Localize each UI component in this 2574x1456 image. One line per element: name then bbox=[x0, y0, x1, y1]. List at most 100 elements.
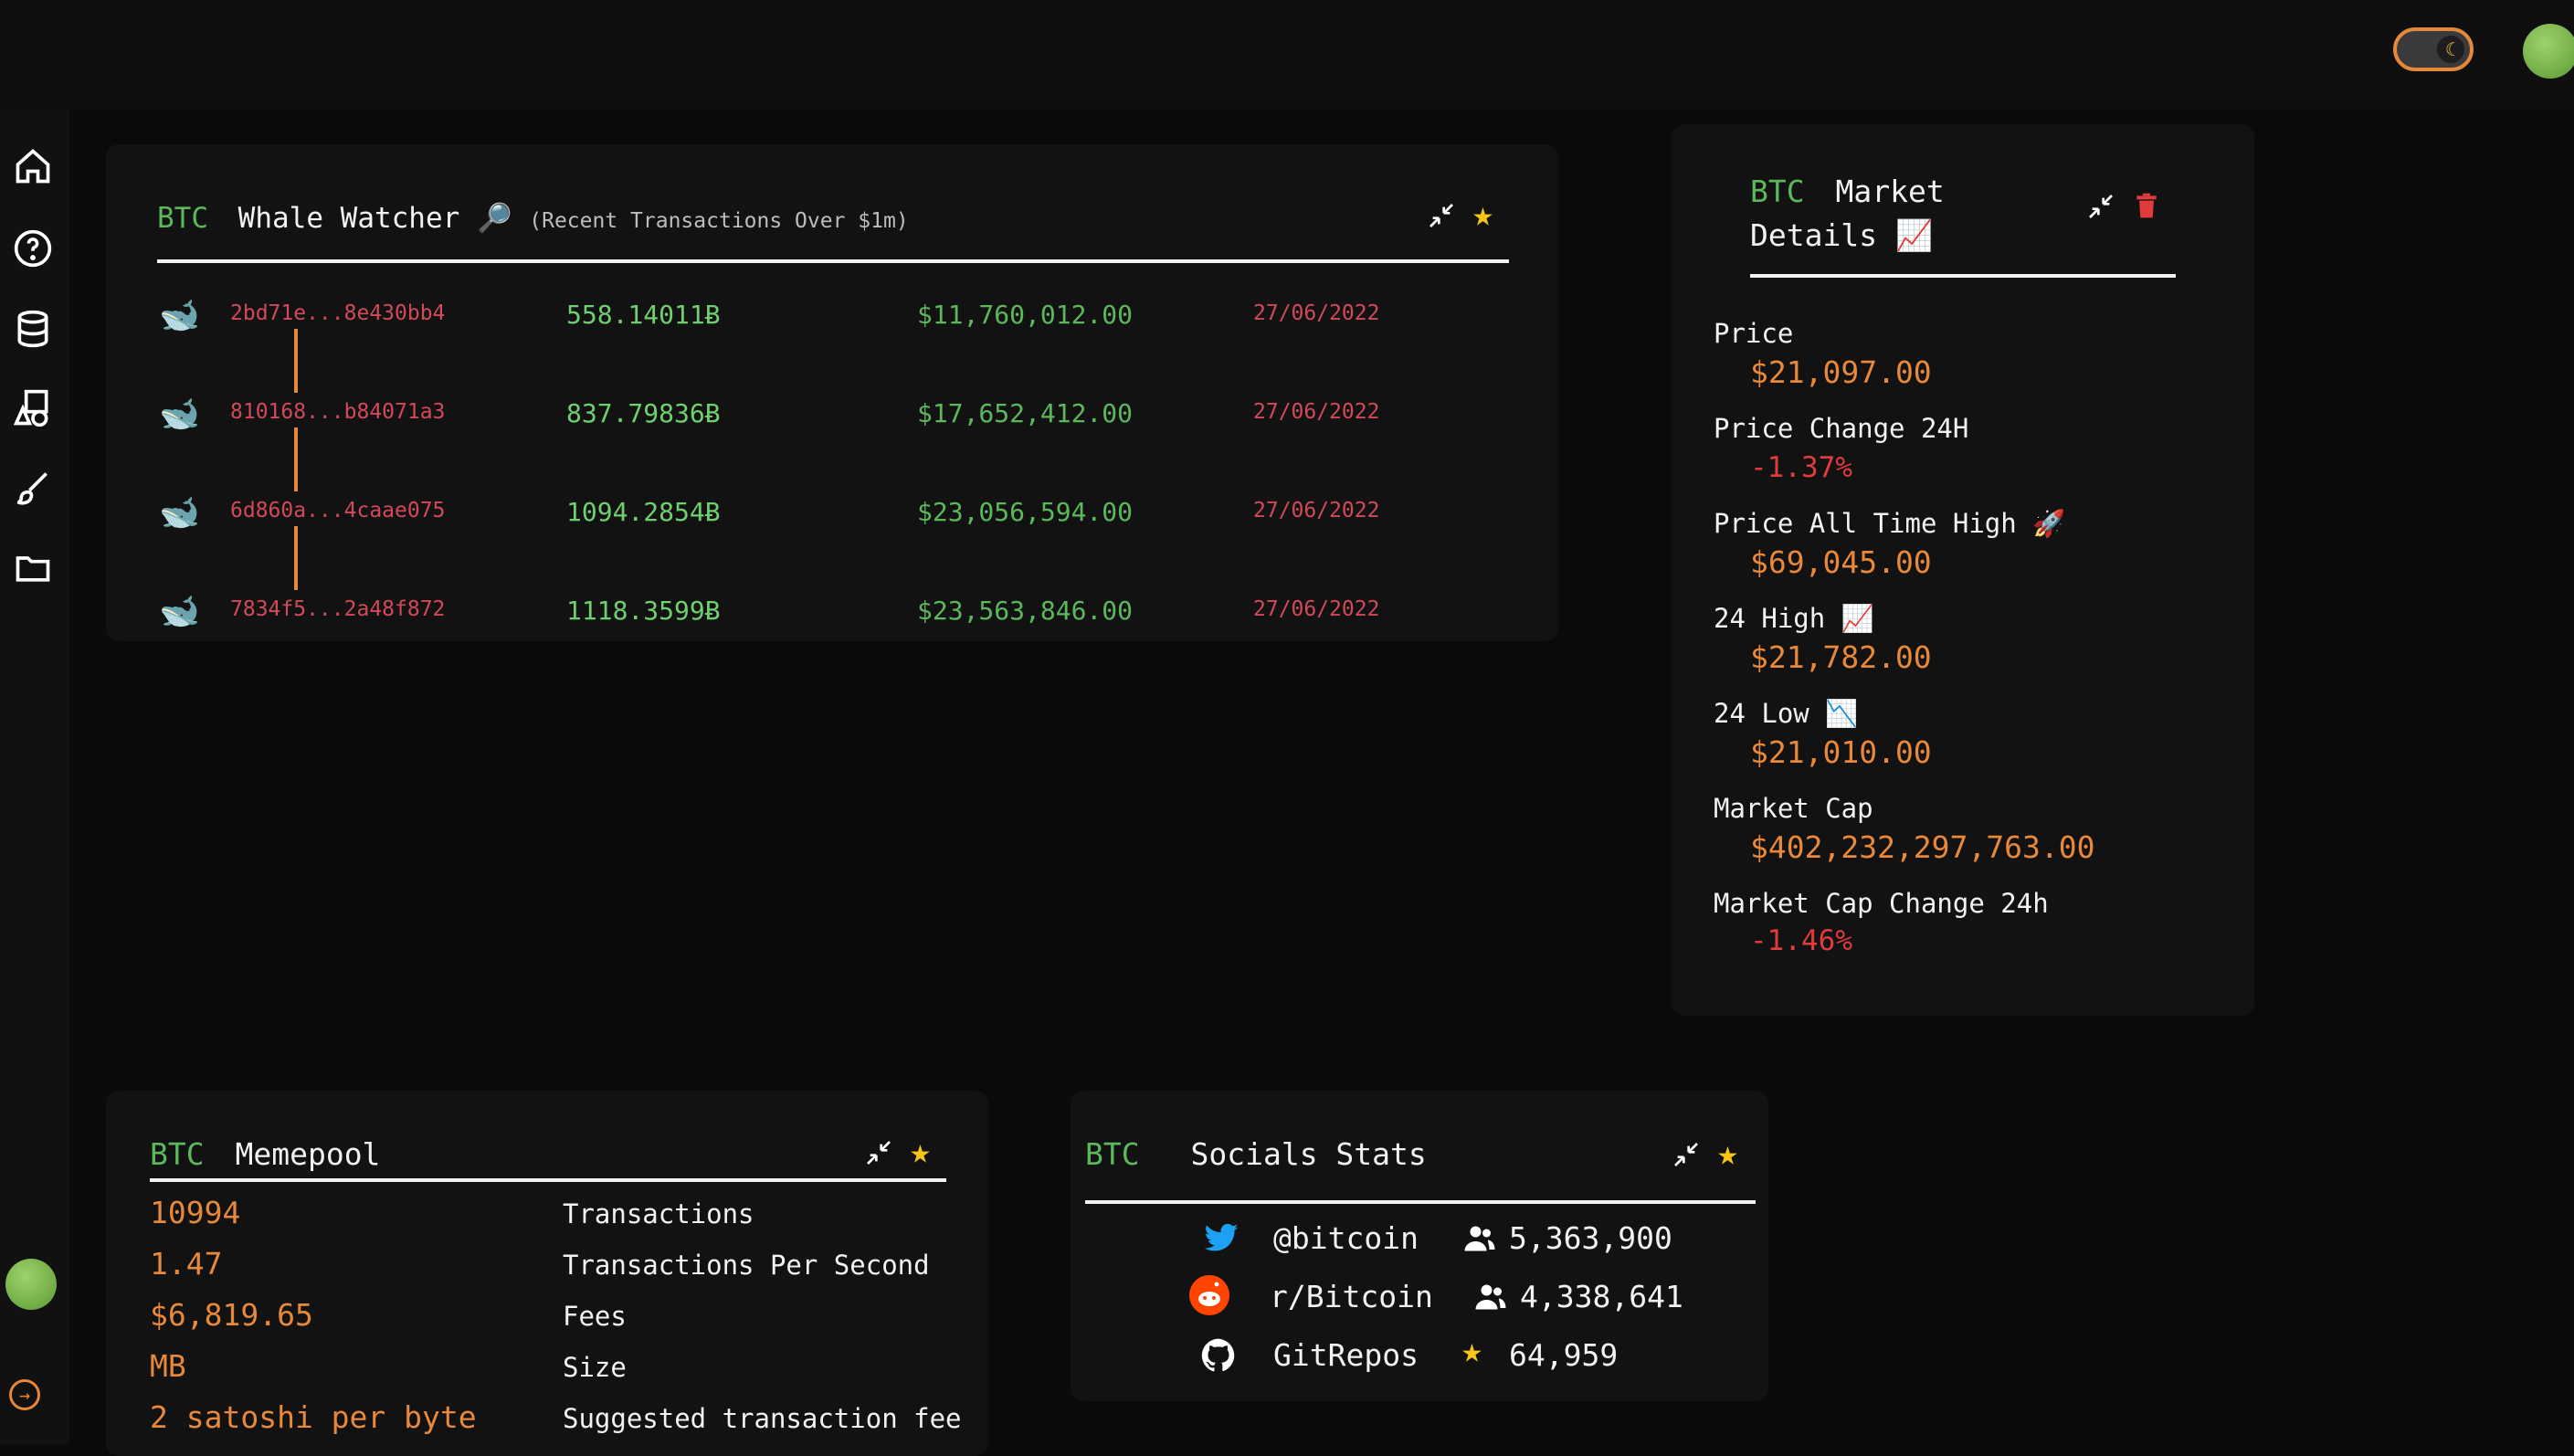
tx-usd: $23,056,594.00 bbox=[917, 497, 1134, 527]
divider bbox=[1750, 274, 2176, 278]
top-bar bbox=[0, 0, 2574, 110]
coin-label: BTC bbox=[1750, 174, 1805, 209]
memepool-title-text: Memepool bbox=[235, 1136, 381, 1172]
tx-hash[interactable]: 6d860a...4caae075 bbox=[230, 499, 446, 522]
memepool-card: BTC Memepool ★ 10994 Transactions 1.47 T… bbox=[106, 1091, 988, 1456]
social-count: 5,363,900 bbox=[1509, 1220, 1672, 1256]
social-name[interactable]: GitRepos bbox=[1273, 1337, 1419, 1373]
timeline-line bbox=[294, 427, 298, 491]
star-icon: ★ bbox=[1461, 1330, 1482, 1370]
high-label-text: 24 High bbox=[1714, 603, 1826, 634]
whale-icon: 🐋 bbox=[159, 297, 200, 334]
market-title-line1: Market bbox=[1835, 174, 1945, 209]
memepool-value: 1.47 bbox=[150, 1246, 223, 1282]
minimize-icon[interactable] bbox=[2086, 192, 2115, 225]
memepool-label: Suggested transaction fee bbox=[563, 1403, 962, 1434]
tx-usd: $11,760,012.00 bbox=[917, 300, 1134, 330]
folder-icon[interactable] bbox=[13, 548, 53, 588]
socials-title-text: Socials Stats bbox=[1190, 1136, 1427, 1172]
favorite-star-icon[interactable]: ★ bbox=[1472, 194, 1493, 234]
memepool-title: BTC Memepool bbox=[150, 1136, 380, 1172]
chart-down-icon: 📉 bbox=[1825, 698, 1859, 729]
low-label: 24 Low 📉 bbox=[1714, 698, 1858, 730]
minimize-icon[interactable] bbox=[1672, 1140, 1701, 1173]
users-icon bbox=[1472, 1281, 1509, 1317]
favorite-star-icon[interactable]: ★ bbox=[910, 1131, 931, 1171]
users-icon bbox=[1461, 1222, 1498, 1259]
delete-icon[interactable] bbox=[2132, 190, 2161, 225]
cap-change-label: Market Cap Change 24h bbox=[1714, 888, 2049, 919]
whale-title-text: Whale Watcher bbox=[237, 202, 460, 235]
tx-date: 27/06/2022 bbox=[1253, 499, 1380, 522]
low-value: $21,010.00 bbox=[1750, 734, 1932, 770]
cap-value: $402,232,297,763.00 bbox=[1750, 829, 2095, 865]
shapes-icon[interactable] bbox=[13, 388, 53, 428]
tx-amount: 1118.3599Ƀ bbox=[566, 596, 721, 626]
theme-toggle[interactable]: ☾ bbox=[2393, 27, 2474, 71]
whale-icon: 🐋 bbox=[159, 494, 200, 532]
market-details-card: BTC Market Details 📈 Price $21,097.00 Pr… bbox=[1672, 124, 2254, 1016]
ath-value: $69,045.00 bbox=[1750, 544, 1932, 580]
memepool-label: Transactions bbox=[563, 1198, 754, 1229]
socials-card: BTC Socials Stats ★ @bitcoin 5,363,900 r… bbox=[1071, 1091, 1768, 1401]
high-label: 24 High 📈 bbox=[1714, 603, 1874, 635]
transaction-row: 🐋 2bd71e...8e430bb4 558.14011Ƀ $11,760,0… bbox=[106, 296, 1558, 351]
home-icon[interactable] bbox=[13, 146, 53, 186]
minimize-icon[interactable] bbox=[864, 1138, 893, 1171]
cap-change-value: -1.46% bbox=[1750, 924, 1852, 957]
github-icon[interactable] bbox=[1200, 1337, 1237, 1377]
tx-usd: $17,652,412.00 bbox=[917, 398, 1134, 428]
timeline-line bbox=[294, 329, 298, 393]
memepool-label: Transactions Per Second bbox=[563, 1250, 930, 1281]
database-icon[interactable] bbox=[13, 309, 53, 349]
high-value: $21,782.00 bbox=[1750, 639, 1932, 675]
tx-hash[interactable]: 2bd71e...8e430bb4 bbox=[230, 301, 446, 325]
change24-label: Price Change 24H bbox=[1714, 413, 1969, 444]
memepool-label: Fees bbox=[563, 1301, 627, 1332]
social-count: 64,959 bbox=[1509, 1337, 1619, 1373]
rocket-icon: 🚀 bbox=[2032, 508, 2066, 539]
tx-hash[interactable]: 810168...b84071a3 bbox=[230, 400, 446, 424]
tx-hash[interactable]: 7834f5...2a48f872 bbox=[230, 597, 446, 621]
social-count: 4,338,641 bbox=[1520, 1279, 1683, 1314]
memepool-value: MB bbox=[150, 1348, 186, 1384]
whale-title: BTC Whale Watcher 🔎 (Recent Transactions… bbox=[157, 201, 909, 235]
whale-subtitle: (Recent Transactions Over $1m) bbox=[529, 209, 909, 233]
brush-icon[interactable] bbox=[13, 469, 53, 509]
coin-label: BTC bbox=[1085, 1136, 1140, 1172]
social-name[interactable]: @bitcoin bbox=[1273, 1220, 1419, 1256]
market-title-line2: Details bbox=[1750, 217, 1878, 253]
ath-label: Price All Time High 🚀 bbox=[1714, 508, 2065, 540]
chart-up-icon: 📈 bbox=[1894, 217, 1934, 253]
memepool-value: $6,819.65 bbox=[150, 1297, 313, 1333]
help-icon[interactable] bbox=[13, 228, 53, 269]
sidebar-avatar[interactable] bbox=[5, 1259, 57, 1310]
moon-icon: ☾ bbox=[2437, 36, 2464, 63]
divider bbox=[1085, 1200, 1756, 1204]
divider bbox=[150, 1178, 946, 1182]
price-label: Price bbox=[1714, 318, 1794, 349]
minimize-icon[interactable] bbox=[1427, 201, 1456, 234]
transaction-row: 🐋 7834f5...2a48f872 1118.3599Ƀ $23,563,8… bbox=[106, 592, 1558, 647]
magnifier-icon: 🔎 bbox=[476, 202, 512, 235]
social-name[interactable]: r/Bitcoin bbox=[1270, 1279, 1433, 1314]
socials-title: BTC Socials Stats bbox=[1085, 1136, 1427, 1172]
transaction-row: 🐋 6d860a...4caae075 1094.2854Ƀ $23,056,5… bbox=[106, 493, 1558, 548]
tx-date: 27/06/2022 bbox=[1253, 301, 1380, 325]
memepool-label: Size bbox=[563, 1352, 627, 1383]
favorite-star-icon[interactable]: ★ bbox=[1717, 1133, 1738, 1173]
twitter-icon[interactable] bbox=[1202, 1220, 1240, 1261]
divider bbox=[157, 259, 1509, 263]
price-value: $21,097.00 bbox=[1750, 354, 1932, 390]
reddit-icon[interactable] bbox=[1187, 1273, 1231, 1321]
logout-icon[interactable]: → bbox=[9, 1379, 40, 1410]
user-avatar[interactable] bbox=[2523, 24, 2574, 79]
market-title: BTC Market Details 📈 bbox=[1750, 170, 1945, 258]
tx-amount: 558.14011Ƀ bbox=[566, 300, 721, 330]
cap-label: Market Cap bbox=[1714, 793, 1873, 824]
timeline-line bbox=[294, 526, 298, 590]
low-label-text: 24 Low bbox=[1714, 698, 1809, 729]
tx-amount: 1094.2854Ƀ bbox=[566, 497, 721, 527]
chart-up-icon: 📈 bbox=[1841, 603, 1874, 634]
coin-label: BTC bbox=[157, 202, 208, 235]
